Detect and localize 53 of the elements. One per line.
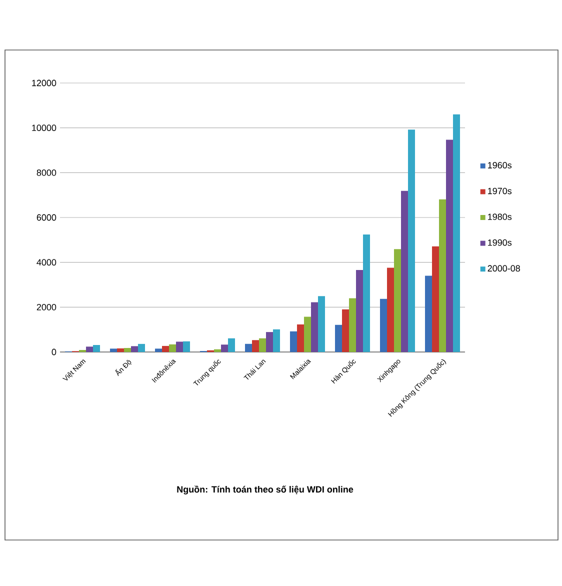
y-tick-label: 6000: [36, 214, 56, 221]
bar: [183, 341, 190, 352]
bar: [273, 329, 280, 352]
bar: [363, 234, 370, 352]
bar: [131, 346, 138, 352]
legend-label: 1970s: [488, 188, 512, 194]
y-tick-label: 12000: [32, 80, 56, 86]
legend-label: 2000-08: [488, 265, 520, 272]
y-tick-label: 0: [52, 348, 56, 356]
bar: [297, 324, 304, 352]
bar: [138, 344, 146, 352]
bar: [245, 344, 252, 352]
bar: [408, 130, 416, 352]
bar: [155, 348, 162, 352]
legend-label: 1990s: [488, 239, 512, 246]
bar: [425, 276, 432, 352]
bar: [110, 348, 117, 352]
bar: [169, 344, 176, 352]
bar: [93, 345, 100, 352]
bar: [290, 331, 298, 352]
bar: [304, 316, 311, 352]
bar: [318, 296, 326, 352]
bar: [349, 298, 356, 352]
bar: [401, 190, 408, 352]
bar: [124, 348, 131, 352]
bar: [228, 338, 236, 352]
bar: [176, 342, 183, 352]
bar: [356, 270, 364, 352]
y-tick-label: 10000: [32, 124, 56, 132]
bar: [380, 298, 388, 352]
bar: [446, 140, 454, 352]
bar: [259, 338, 266, 352]
bar: [335, 324, 342, 352]
bar: [86, 346, 93, 352]
bar: [394, 249, 401, 352]
bar: [162, 346, 170, 352]
legend-label: 1960s: [488, 162, 512, 168]
bar: [252, 340, 260, 352]
bar: [387, 268, 394, 352]
bar: [432, 246, 440, 352]
bar: [439, 199, 446, 352]
bar: [214, 349, 221, 352]
y-tick-label: 4000: [36, 259, 56, 266]
bar: [453, 114, 460, 352]
text: Nguồn: Tính toán theo số liệu WDI online: [177, 486, 354, 494]
bar: [311, 302, 318, 352]
bar: [117, 348, 124, 352]
y-tick-label: 8000: [36, 169, 56, 176]
bar: [266, 332, 274, 352]
bar: [342, 309, 350, 352]
y-tick-label: 2000: [36, 304, 56, 310]
bar: [221, 344, 228, 352]
legend-label: 1980s: [488, 214, 512, 220]
